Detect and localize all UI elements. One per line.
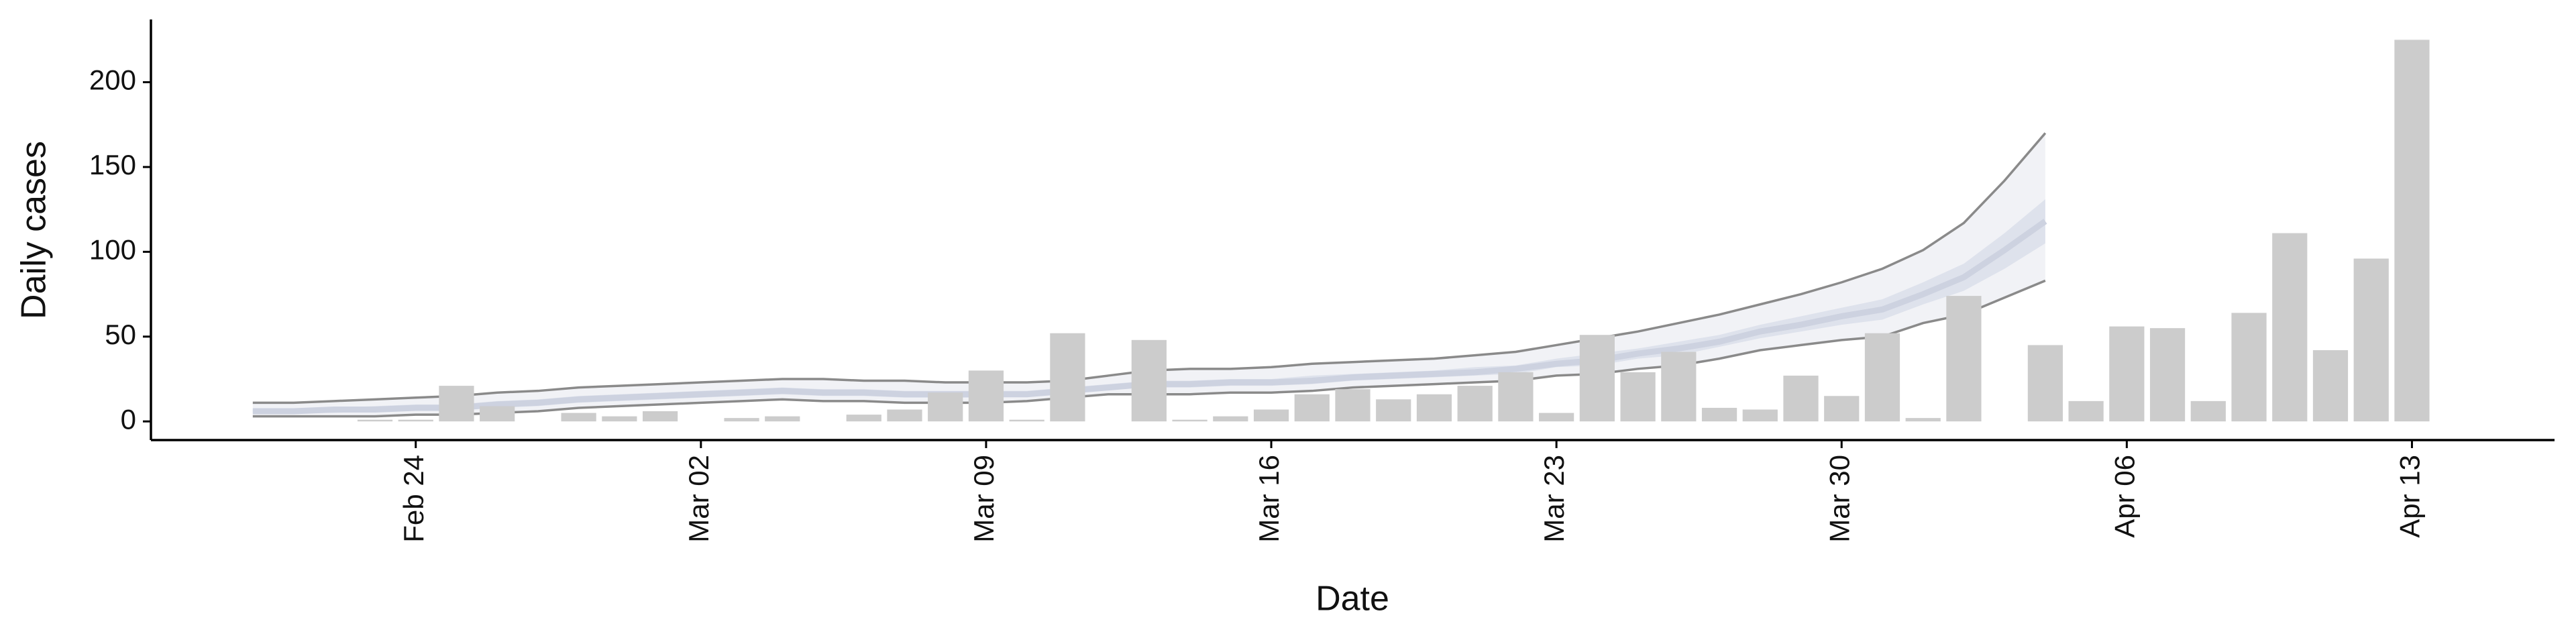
x-tick-label: Apr 06 — [2108, 455, 2140, 538]
bar — [1864, 333, 1900, 422]
y-axis-title: Daily cases — [15, 141, 54, 319]
bar — [1294, 394, 1330, 422]
x-tick-label: Mar 30 — [1823, 455, 1855, 543]
y-tick-label: 150 — [89, 149, 136, 180]
bar — [1213, 416, 1248, 422]
bar — [968, 370, 1004, 422]
bar — [1498, 372, 1534, 422]
y-tick-label: 0 — [121, 403, 136, 435]
bar — [2149, 328, 2186, 422]
bar — [928, 392, 963, 422]
plot-area: 0 50 100 150 200 Feb 24 Mar 02 Mar 09 Mar 16 Mar … — [89, 19, 2555, 543]
bar — [2190, 400, 2226, 422]
bar — [642, 411, 678, 422]
bar — [1376, 399, 1411, 422]
bar — [1050, 333, 1085, 422]
x-tick-label: Mar 09 — [968, 455, 1000, 543]
bar — [1131, 339, 1167, 422]
bar — [1457, 386, 1493, 422]
y-tick-label: 200 — [89, 64, 136, 96]
bar — [1783, 375, 1819, 422]
bar — [1335, 389, 1371, 422]
bar — [1416, 394, 1452, 422]
bar — [1253, 409, 1289, 422]
bar — [2312, 350, 2349, 422]
x-tick-label: Mar 16 — [1253, 455, 1285, 543]
bar — [1742, 409, 1778, 422]
bar — [2068, 400, 2104, 422]
y-tick-label: 50 — [105, 319, 136, 350]
x-tick-label: Mar 23 — [1538, 455, 1570, 543]
bar — [1701, 407, 1737, 422]
bar — [2109, 326, 2145, 422]
bar — [1172, 419, 1208, 422]
x-tick-label: Apr 13 — [2394, 455, 2426, 538]
bar — [1539, 413, 1574, 422]
bar — [765, 416, 800, 422]
bar — [1620, 372, 1656, 422]
bar — [1946, 296, 1982, 422]
bar — [602, 416, 637, 422]
bar — [2027, 345, 2063, 422]
bar — [439, 386, 474, 422]
bar — [1905, 418, 1941, 422]
y-tick-label: 100 — [89, 233, 136, 265]
x-tick-label: Feb 24 — [398, 455, 429, 543]
bar — [2272, 233, 2308, 422]
bar — [2353, 258, 2389, 422]
bar — [357, 419, 393, 422]
bar — [846, 415, 881, 422]
bar — [1579, 335, 1615, 422]
bar — [724, 418, 759, 422]
bar — [561, 413, 596, 422]
bar — [1009, 419, 1044, 422]
bar — [2394, 40, 2430, 422]
x-axis-title: Date — [1316, 580, 1389, 619]
bar — [2231, 313, 2267, 422]
bar — [887, 409, 922, 422]
x-tick-label: Mar 02 — [683, 455, 714, 543]
bar — [480, 406, 515, 422]
bar — [1824, 396, 1860, 422]
bar — [398, 419, 433, 422]
bar — [1661, 352, 1697, 422]
